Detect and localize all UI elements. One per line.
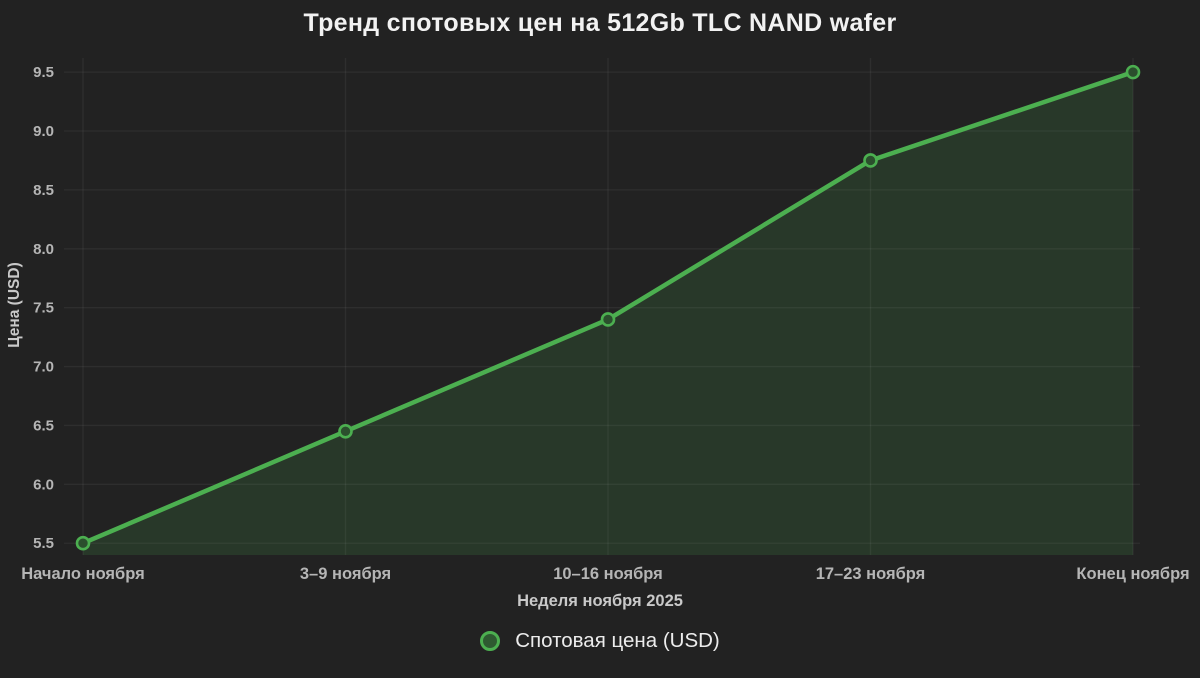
data-point-marker xyxy=(75,535,91,551)
price-trend-plot: 5.5 6.0 6.5 7.0 7.5 8.0 8.5 9.0 9.5 Начало ноября… xyxy=(21,58,1190,583)
legend-marker-icon xyxy=(480,631,501,651)
y-tick-label: 6.0 xyxy=(33,476,54,493)
y-tick-label: 6.5 xyxy=(33,417,54,434)
x-tick-label: 17–23 ноября xyxy=(816,565,926,583)
legend-label: Спотовая цена (USD) xyxy=(515,629,720,652)
y-tick-label: 8.0 xyxy=(33,241,54,258)
y-tick-label: 7.0 xyxy=(33,359,54,376)
y-tick-label: 9.5 xyxy=(33,64,54,81)
legend-item-spot-price[interactable]: Спотовая цена (USD) xyxy=(0,629,1200,653)
data-point-marker xyxy=(338,424,353,439)
x-tick-label: 10–16 ноября xyxy=(553,565,663,583)
y-tick-label: 9.0 xyxy=(33,123,54,140)
x-tick-label: 3–9 ноября xyxy=(300,565,391,583)
x-tick-label: Конец ноября xyxy=(1076,565,1189,583)
chart-title: Тренд спотовых цен на 512Gb TLC NAND waf… xyxy=(303,9,897,37)
data-point-marker xyxy=(863,153,878,168)
y-tick-label: 5.5 xyxy=(33,535,54,552)
data-point-marker xyxy=(600,312,616,327)
x-axis-title: Неделя ноября 2025 xyxy=(517,592,683,610)
y-tick-label: 8.5 xyxy=(33,182,54,199)
data-point-marker xyxy=(1125,64,1141,80)
y-axis-title: Цена (USD) xyxy=(6,262,23,348)
y-tick-label: 7.5 xyxy=(33,300,54,317)
x-tick-label: Начало ноября xyxy=(21,565,145,583)
